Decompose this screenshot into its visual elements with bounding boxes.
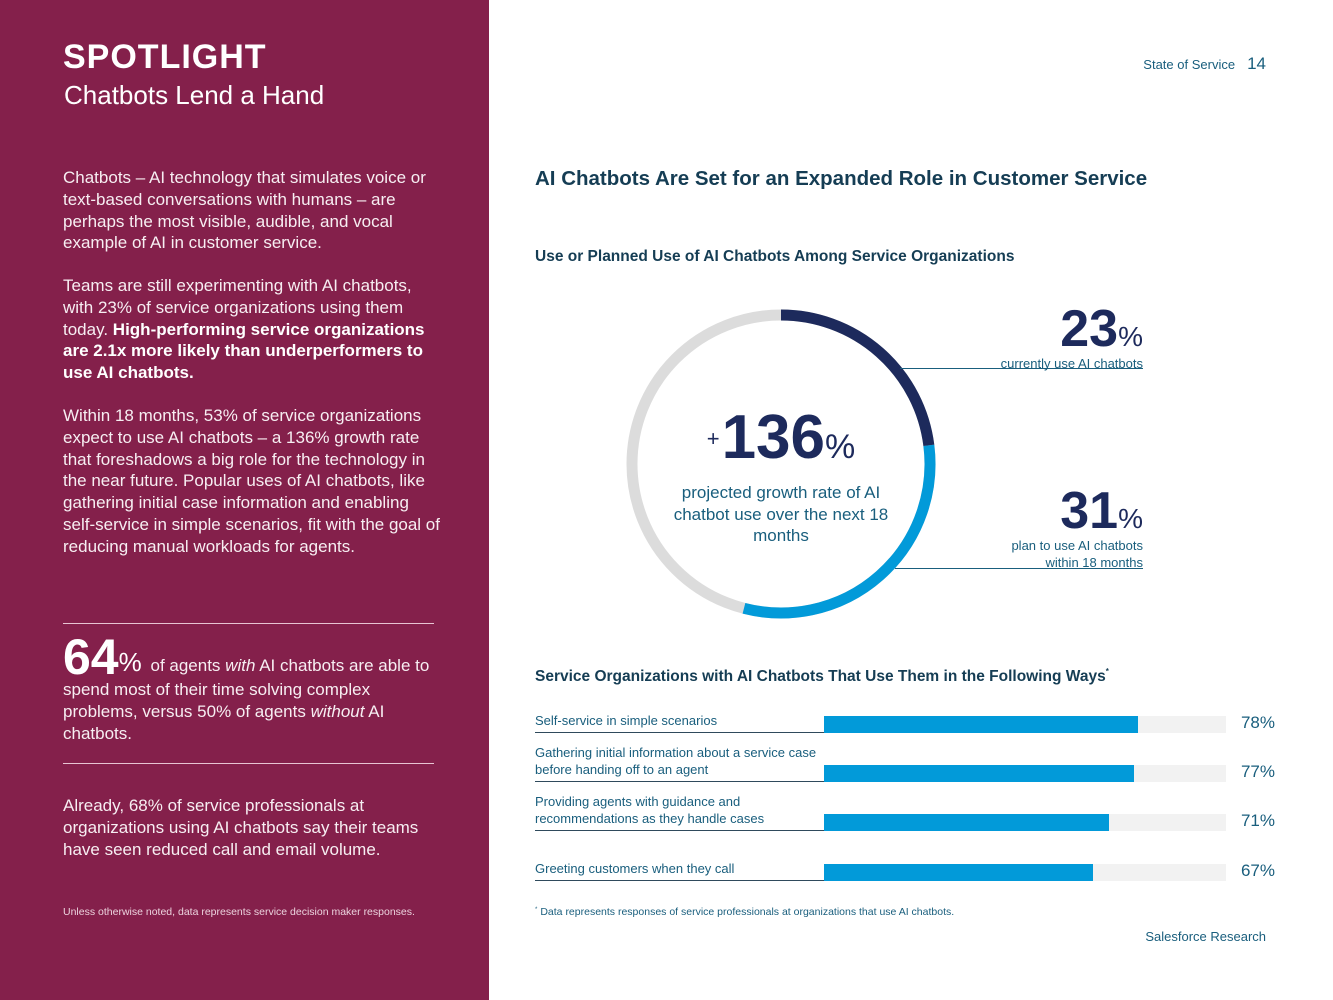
leader-line	[895, 568, 1143, 569]
adoption-paragraph: Teams are still experimenting with AI ch…	[63, 275, 443, 384]
callout-text: of agents	[150, 656, 221, 675]
bar-label: Self-service in simple scenarios	[535, 713, 824, 733]
stat-current-use: 23% currently use AI chatbots	[1001, 303, 1143, 372]
spotlight-title: SPOTLIGHT	[63, 38, 267, 76]
bar-track	[824, 716, 1226, 733]
bar-track	[824, 864, 1226, 881]
spotlight-panel: SPOTLIGHT Chatbots Lend a Hand Chatbots …	[0, 0, 489, 1000]
bar-label: Gathering initial information about a se…	[535, 745, 824, 782]
donut-chart	[626, 309, 936, 619]
volume-paragraph: Already, 68% of service professionals at…	[63, 796, 419, 859]
growth-center-label: +136% projected growth rate of AI chatbo…	[660, 404, 902, 547]
growth-caption: projected growth rate of AI chatbot use …	[673, 483, 889, 545]
donut-planned-arc	[742, 444, 936, 619]
donut-current-arc	[780, 309, 935, 447]
stat-planned-percent: %	[1118, 503, 1143, 534]
adoption-highlight: High-performing service organizations ar…	[63, 319, 425, 383]
donut-title: Use or Planned Use of AI Chatbots Among …	[535, 248, 1015, 265]
callout-number: 64	[63, 629, 119, 685]
chart-footnote: * Data represents responses of service pr…	[535, 906, 954, 918]
panel-footnote: Unless otherwise noted, data represents …	[63, 906, 415, 918]
callout-with: with	[225, 656, 256, 675]
bar-row: Greeting customers when they call 67%	[535, 837, 1275, 881]
divider	[63, 623, 434, 624]
callout-text: AI chatbots.	[63, 701, 385, 743]
intro-paragraph: Chatbots – AI technology that simulates …	[63, 168, 426, 253]
callout-without: without	[310, 701, 365, 721]
spotlight-subtitle: Chatbots Lend a Hand	[64, 80, 325, 110]
bar-chart-title: Service Organizations with AI Chatbots T…	[535, 667, 1109, 686]
footnote-marker: *	[1105, 667, 1109, 676]
growth-plus: +	[706, 426, 720, 451]
report-name: State of Service	[1143, 57, 1236, 72]
bar-label: Providing agents with guidance and recom…	[535, 794, 824, 831]
stat-current-number: 23	[1060, 300, 1119, 358]
stat-planned-caption: plan to use AI chatbots within 18 months	[1011, 538, 1143, 570]
bar-value-label: 67%	[1240, 861, 1275, 880]
bar-row: Providing agents with guidance and recom…	[535, 787, 1275, 831]
bar-track	[824, 765, 1226, 782]
bar-row: Gathering initial information about a se…	[535, 738, 1275, 782]
stat-current-percent: %	[1118, 321, 1143, 352]
stat-current-caption: currently use AI chatbots	[1000, 356, 1143, 371]
stat-planned-number: 31	[1060, 482, 1119, 540]
agents-callout: 64% of agents with AI chatbots are able …	[63, 632, 443, 744]
divider	[63, 763, 434, 764]
growth-number: 136	[721, 403, 826, 472]
bar	[824, 814, 1110, 831]
bar-value-label: 71%	[1240, 811, 1275, 830]
brand-label: Salesforce Research	[1145, 929, 1266, 944]
bar	[824, 716, 1138, 733]
page-title: AI Chatbots Are Set for an Expanded Role…	[535, 167, 1148, 190]
chart-footnote-text: Data represents responses of service pro…	[540, 906, 955, 918]
page-header: State of Service 14	[1143, 54, 1266, 74]
bar-value-label: 78%	[1240, 713, 1275, 732]
bar-label: Greeting customers when they call	[535, 861, 824, 881]
stat-planned-use: 31% plan to use AI chatbots within 18 mo…	[993, 485, 1143, 571]
footnote-marker: *	[535, 907, 538, 913]
bar-row: Self-service in simple scenarios 78%	[535, 689, 1275, 733]
page-number: 14	[1247, 54, 1266, 73]
bar	[824, 864, 1094, 881]
callout-text: AI chatbots are able to spend most of th…	[63, 656, 430, 721]
bar-value-label: 77%	[1240, 762, 1275, 781]
bar-track	[824, 814, 1226, 831]
adoption-text: Teams are still experimenting with AI ch…	[63, 276, 412, 339]
callout-percent: %	[118, 647, 142, 677]
leader-line	[900, 368, 1143, 369]
growth-percent: %	[825, 428, 856, 466]
growth-paragraph: Within 18 months, 53% of service organiz…	[63, 406, 440, 556]
bar	[824, 765, 1134, 782]
bar-chart-title-text: Service Organizations with AI Chatbots T…	[535, 668, 1106, 685]
